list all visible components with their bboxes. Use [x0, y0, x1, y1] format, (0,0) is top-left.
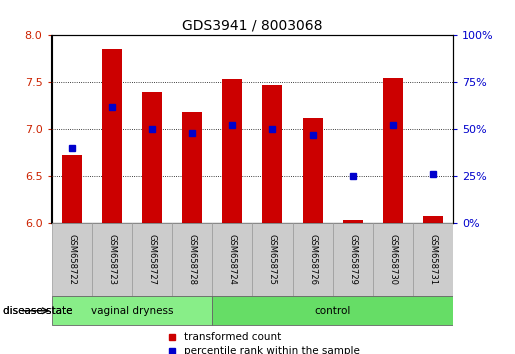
Bar — [373, 223, 413, 296]
Text: GSM658731: GSM658731 — [428, 234, 438, 285]
Title: GDS3941 / 8003068: GDS3941 / 8003068 — [182, 19, 322, 33]
Text: GSM658724: GSM658724 — [228, 234, 237, 285]
Text: GSM658725: GSM658725 — [268, 234, 277, 285]
Bar — [413, 223, 453, 296]
Bar — [423, 216, 443, 223]
Text: GSM658727: GSM658727 — [147, 234, 157, 285]
Text: transformed count: transformed count — [184, 332, 281, 342]
Text: percentile rank within the sample: percentile rank within the sample — [184, 346, 360, 354]
Bar — [333, 223, 373, 296]
Bar — [383, 78, 403, 223]
Text: control: control — [315, 306, 351, 316]
Text: GSM658729: GSM658729 — [348, 234, 357, 285]
Bar — [101, 50, 122, 223]
Bar — [142, 92, 162, 223]
Text: vaginal dryness: vaginal dryness — [91, 306, 173, 316]
Text: disease state: disease state — [3, 306, 72, 316]
Bar — [212, 296, 453, 325]
Text: GSM658728: GSM658728 — [187, 234, 197, 285]
Bar — [172, 223, 212, 296]
Bar — [262, 85, 282, 223]
Bar — [212, 223, 252, 296]
Text: GSM658723: GSM658723 — [107, 234, 116, 285]
Text: disease state: disease state — [3, 306, 72, 316]
Bar — [182, 112, 202, 223]
Bar — [132, 223, 172, 296]
Text: GSM658730: GSM658730 — [388, 234, 398, 285]
Bar — [52, 296, 212, 325]
Bar — [302, 118, 322, 223]
Bar — [92, 223, 132, 296]
Text: GSM658726: GSM658726 — [308, 234, 317, 285]
Text: GSM658722: GSM658722 — [67, 234, 76, 285]
Bar — [342, 220, 363, 223]
Bar — [252, 223, 293, 296]
Bar — [52, 223, 92, 296]
Bar — [62, 155, 81, 223]
Bar — [293, 223, 333, 296]
Bar — [222, 80, 242, 223]
